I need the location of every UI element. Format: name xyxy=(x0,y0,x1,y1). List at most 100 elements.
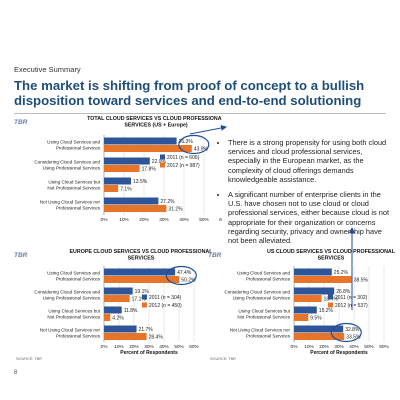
bar-2012 xyxy=(104,145,192,152)
data-label: 11.8% xyxy=(124,308,138,314)
x-tick-label: 40% xyxy=(159,344,169,350)
bar-2012 xyxy=(294,333,345,340)
category-label: Using Cloud Services but xyxy=(238,309,290,314)
category-label: Professional Services xyxy=(56,334,101,339)
source-note: SOURCE: TBR xyxy=(210,357,236,361)
bar-2011 xyxy=(294,287,335,295)
data-label: 7.1% xyxy=(120,187,132,193)
x-tick-label: 10% xyxy=(114,344,124,350)
bar-2011 xyxy=(104,325,137,333)
chart-title-line-1: TOTAL CLOUD SERVICES VS CLOUD PROFESSION… xyxy=(87,116,222,122)
legend-swatch xyxy=(328,294,333,300)
page-number: 8 xyxy=(14,370,18,376)
data-label: 50.2% xyxy=(181,278,196,284)
legend-label: 2011 (n = 606) xyxy=(167,155,200,161)
bar-2012 xyxy=(104,314,111,321)
data-label: 17.1% xyxy=(132,297,147,303)
x-tick-label: 50% xyxy=(174,344,184,350)
category-label: Using Cloud Services and xyxy=(47,271,100,276)
europe-cloud-chart: TBR EUROPE CLOUD SERVICES VS CLOUD PROFES… xyxy=(14,249,212,361)
x-tick-label: 0% xyxy=(291,344,299,350)
chart-title-line-2: SERVICES xyxy=(318,256,345,262)
bar-2011 xyxy=(294,325,344,333)
data-label: 17.8% xyxy=(142,167,157,173)
category-label: Professional Services xyxy=(246,277,291,282)
legend-swatch xyxy=(160,162,165,168)
data-label: 9.5% xyxy=(310,316,322,322)
total-cloud-chart: TBR TOTAL CLOUD SERVICES VS CLOUD PROFESS… xyxy=(14,116,222,223)
bar-2012 xyxy=(104,185,119,192)
bar-2012 xyxy=(104,165,140,172)
chart-title-line-1: EUROPE CLOUD SERVICES VS CLOUD PROFESSIO… xyxy=(70,249,212,255)
x-tick-label: 20% xyxy=(139,217,149,223)
bar-2011 xyxy=(294,306,317,314)
legend-label: 2012 (n = 537) xyxy=(335,303,368,309)
category-label: Using Cloud Services but xyxy=(48,180,100,185)
highlight-ellipse xyxy=(330,322,362,343)
x-tick-label: 20% xyxy=(319,344,329,350)
data-label: 22.9% xyxy=(152,159,167,165)
category-label: Considering Cloud Services and xyxy=(34,290,100,295)
x-tick-label: 60% xyxy=(189,344,199,350)
title-divider xyxy=(14,113,386,114)
bullet-2: A significant number of enterprise clien… xyxy=(228,190,390,245)
chart-title-line-2: SERVICES (US + Europe) xyxy=(124,123,188,129)
x-tick-label: 20% xyxy=(129,344,139,350)
data-label: 4.2% xyxy=(112,316,124,322)
bar-2012 xyxy=(294,276,352,283)
bar-2011 xyxy=(294,268,332,276)
data-label: 43.9% xyxy=(194,147,209,153)
bar-2012 xyxy=(104,295,130,302)
data-label: 26.8% xyxy=(336,289,351,295)
highlight-ellipse xyxy=(178,134,210,155)
legend-swatch xyxy=(328,302,333,308)
legend-swatch xyxy=(142,294,147,300)
data-label: 38.5% xyxy=(354,278,369,284)
category-label: Using Cloud Services and xyxy=(47,140,100,145)
category-label: Considering Cloud Services and xyxy=(34,160,100,165)
category-label: Using Cloud Services and xyxy=(237,271,290,276)
x-tick-label: 10% xyxy=(304,344,314,350)
data-label: 19.1% xyxy=(135,289,150,295)
page-headline: The market is shifting from proof of con… xyxy=(14,78,365,108)
tbr-logo: TBR xyxy=(14,252,28,259)
bar-2011 xyxy=(104,177,131,185)
tbr-logo: TBR xyxy=(14,119,28,126)
legend-label: 2012 (n = 987) xyxy=(167,163,200,169)
section-label: Executive Summary xyxy=(14,65,81,74)
legend-label: 2012 (n = 450) xyxy=(149,303,182,309)
x-tick-label: 40% xyxy=(179,217,189,223)
bar-2011 xyxy=(104,157,150,165)
category-label: Using Professional Services xyxy=(43,296,101,301)
data-label: 27.2% xyxy=(160,199,175,205)
data-label: 47.4% xyxy=(177,270,192,276)
bar-2011 xyxy=(104,306,122,314)
highlight-ellipse xyxy=(165,265,197,286)
legend-label: 2011 (n = 304) xyxy=(149,295,182,301)
x-axis-label: Percent of Respondents xyxy=(310,350,368,356)
chart-title-line-1: US CLOUD SERVICES VS CLOUD PROFESSIONAL xyxy=(267,249,396,255)
bar-2011 xyxy=(104,137,177,145)
data-label: 31.2% xyxy=(168,207,183,213)
bar-2012 xyxy=(104,333,147,340)
source-note: SOURCE: TBR xyxy=(16,357,42,361)
category-label: Not Using Cloud Services nor xyxy=(40,328,101,333)
category-label: Not Professional Services xyxy=(47,186,100,191)
x-tick-label: 30% xyxy=(159,217,169,223)
data-label: 21.7% xyxy=(139,327,154,333)
category-label: Using Professional Services xyxy=(233,296,291,301)
x-tick-label: 10% xyxy=(119,217,129,223)
data-label: 15.2% xyxy=(319,308,334,314)
x-tick-label: 50% xyxy=(199,217,209,223)
bar-2011 xyxy=(104,197,159,205)
x-tick-label: 50% xyxy=(364,344,374,350)
x-tick-label: 60% xyxy=(379,344,389,350)
category-label: Not Using Cloud Services nor xyxy=(230,328,291,333)
us-cloud-chart: TBR US CLOUD SERVICES VS CLOUD PROFESSION… xyxy=(208,249,396,361)
x-tick-label: 30% xyxy=(334,344,344,350)
data-label: 33.5% xyxy=(346,335,361,341)
bar-2011 xyxy=(104,268,176,276)
data-label: 32.8% xyxy=(345,327,360,333)
legend-swatch xyxy=(160,154,165,160)
category-label: Professional Services xyxy=(56,206,101,211)
